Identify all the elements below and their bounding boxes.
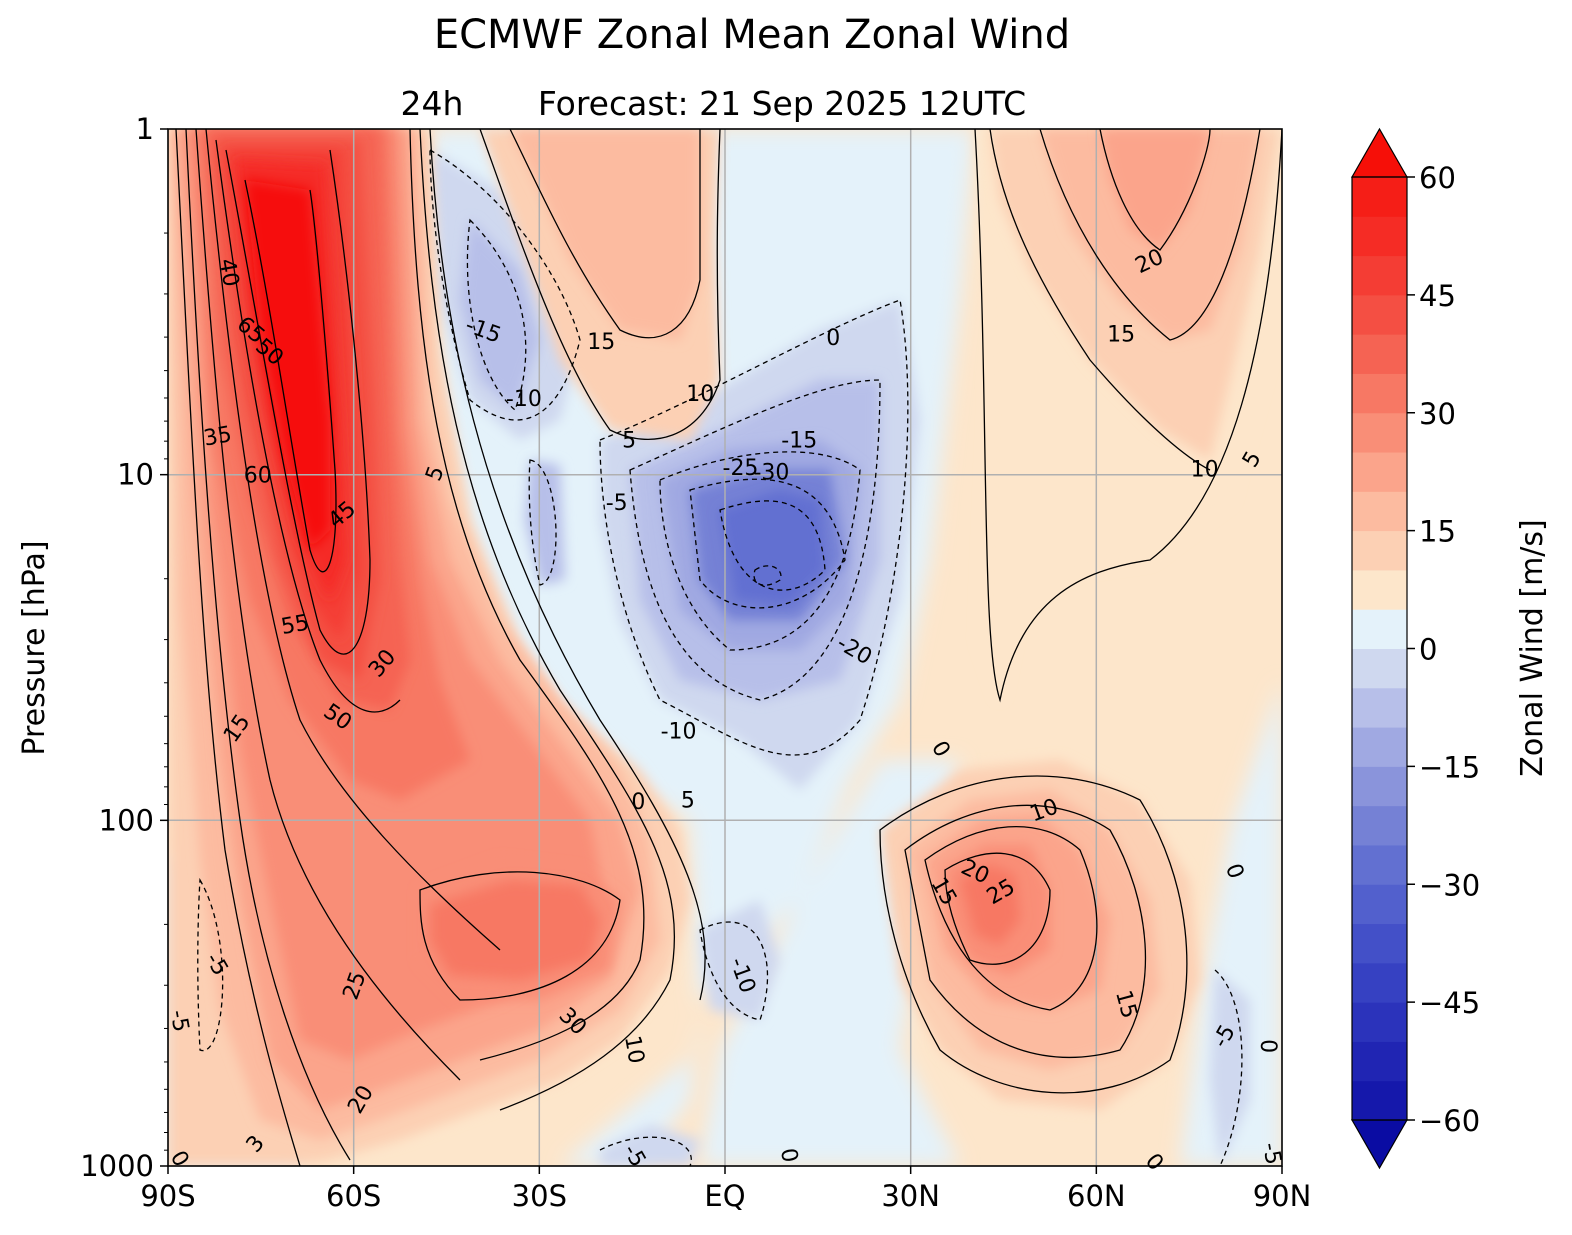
contour-label: 0 xyxy=(631,790,645,815)
colorbar-segment xyxy=(1352,373,1407,414)
colorbar-segment xyxy=(1352,884,1407,925)
colorbar-segment xyxy=(1352,1002,1407,1042)
contour-label: -5 xyxy=(606,491,628,516)
chart-subtitle: Forecast: 21 Sep 2025 12UTC xyxy=(538,84,1026,123)
x-tick-label: 90S xyxy=(140,1179,195,1213)
y-tick-label: 100 xyxy=(99,803,154,837)
contour-label: 10 xyxy=(1191,458,1219,483)
colorbar-segment xyxy=(1352,962,1407,1003)
chart-subtitle-prefix: 24h xyxy=(401,84,464,123)
contour-label: -25 xyxy=(723,456,759,481)
colorbar-segment xyxy=(1352,766,1407,807)
colorbar-tick-label: 30 xyxy=(1419,397,1456,431)
contour-lines xyxy=(175,129,1282,1166)
contour-label: -30 xyxy=(753,461,789,486)
y-tick-label: 10 xyxy=(117,458,154,492)
contour-label: 0 xyxy=(1259,1039,1284,1053)
colorbar-segment xyxy=(1352,687,1407,728)
x-tick-label: EQ xyxy=(704,1179,745,1213)
x-tick-label: 60N xyxy=(1067,1179,1126,1213)
x-tick-label: 30S xyxy=(512,1179,567,1213)
colorbar-ticks: 60 45 30 15 0 −15 −30 −45 −60 xyxy=(1407,161,1480,1138)
colorbar-tick-label: −60 xyxy=(1419,1104,1480,1138)
dashed-contour-lines xyxy=(197,148,1243,1166)
y-axis-label: Pressure [hPa] xyxy=(17,540,52,755)
contour-label: 15 xyxy=(587,330,615,355)
y-axis: 1 10 100 1000 xyxy=(80,112,168,1183)
colorbar-tick-label: −30 xyxy=(1419,868,1480,902)
x-tick-label: 90N xyxy=(1253,1179,1312,1213)
colorbar-segment xyxy=(1352,727,1407,767)
contour-label: 35 xyxy=(202,422,234,451)
colorbar-label: Zonal Wind [m/s] xyxy=(1515,519,1550,776)
contour-label: 5 xyxy=(681,788,695,813)
colorbar-tick-label: 15 xyxy=(1419,515,1456,549)
colorbar-segment xyxy=(1352,216,1407,257)
x-tick-label: 30N xyxy=(881,1179,940,1213)
colorbar-segment xyxy=(1352,1041,1407,1082)
colorbar-tick-label: 0 xyxy=(1419,633,1437,667)
colorbar-tick-label: 60 xyxy=(1419,161,1456,195)
colorbar-segment xyxy=(1352,177,1407,217)
contour-label: 40 xyxy=(214,257,243,289)
colorbar-tick-label: −15 xyxy=(1419,750,1480,784)
contour-label: -5 xyxy=(165,1008,193,1034)
contour-label: -10 xyxy=(661,720,697,745)
colorbar-segment xyxy=(1352,569,1407,610)
colorbar-segment xyxy=(1352,255,1407,296)
colorbar-extend-max xyxy=(1350,127,1409,178)
contour-label: 0 xyxy=(775,1146,802,1164)
contour-label: -10 xyxy=(506,387,542,412)
colorbar-segment xyxy=(1352,1080,1407,1121)
colorbar-segment xyxy=(1352,491,1407,532)
chart-title: ECMWF Zonal Mean Zonal Wind xyxy=(434,12,1070,58)
contour-label: 0 xyxy=(826,326,840,351)
x-tick-label: 60S xyxy=(326,1179,381,1213)
x-axis: 90S 60S 30S EQ 30N 60N 90N xyxy=(140,1166,1311,1213)
contour-label: 10 xyxy=(686,382,714,407)
colorbar-segment xyxy=(1352,452,1407,492)
y-tick-label: 1 xyxy=(136,112,154,146)
colorbar-segment xyxy=(1352,334,1407,374)
colorbar-segment xyxy=(1352,530,1407,571)
colorbar-segment xyxy=(1352,609,1407,649)
y-tick-label: 1000 xyxy=(80,1149,154,1183)
contour-label: -5 xyxy=(1257,1141,1285,1167)
westerly-contours-fill xyxy=(168,129,1282,1166)
colorbar-segment xyxy=(1352,412,1407,453)
colorbar-segment xyxy=(1352,923,1407,964)
colorbar xyxy=(1350,127,1409,1170)
contour-label: 10 xyxy=(619,1034,648,1066)
colorbar-segment xyxy=(1352,844,1407,885)
colorbar-tick-label: −45 xyxy=(1419,986,1480,1020)
colorbar-segment xyxy=(1352,294,1407,335)
contour-label: 15 xyxy=(1107,322,1135,347)
colorbar-segment xyxy=(1352,805,1407,846)
colorbar-tick-label: 45 xyxy=(1419,279,1456,313)
contour-label: 55 xyxy=(279,611,311,640)
contour-label: 5 xyxy=(622,428,636,453)
contour-label: 60 xyxy=(244,464,272,489)
colorbar-extend-min xyxy=(1350,1119,1409,1170)
grid xyxy=(168,129,1282,1166)
contour-label: -15 xyxy=(781,428,817,453)
colorbar-segment xyxy=(1352,648,1407,689)
